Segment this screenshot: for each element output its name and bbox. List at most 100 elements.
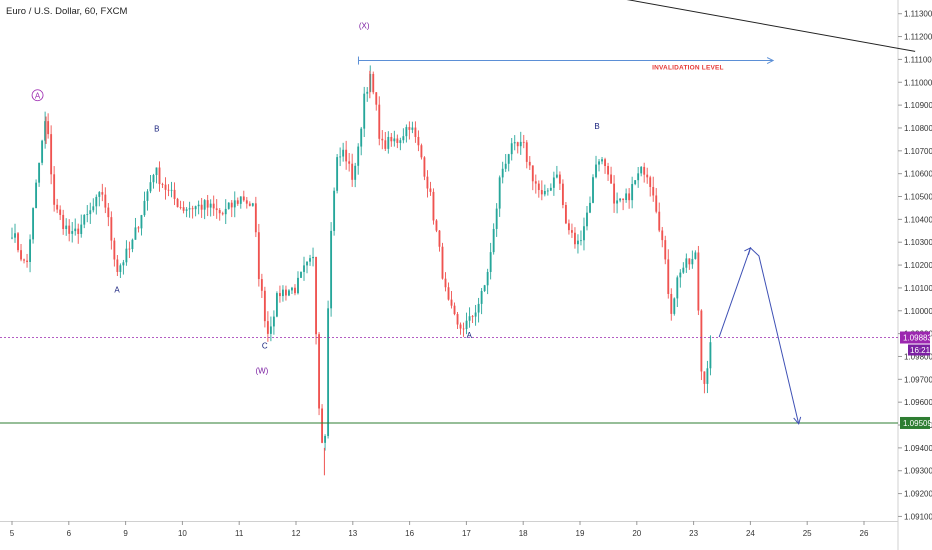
- candle-body: [574, 232, 576, 245]
- candle-body: [622, 198, 625, 201]
- candle-body: [477, 303, 480, 313]
- candle-body: [381, 138, 384, 141]
- price-tick-label: 1.10200: [904, 261, 932, 270]
- candle-body: [50, 134, 53, 175]
- chart-title: Euro / U.S. Dollar, 60, FXCM: [6, 6, 128, 17]
- candle-body: [161, 184, 164, 185]
- candle-body: [143, 200, 146, 216]
- candle-body: [528, 161, 531, 166]
- candle-body: [390, 136, 393, 142]
- candle-body: [68, 225, 71, 234]
- candle-body: [613, 183, 616, 204]
- candle-body: [489, 252, 492, 272]
- candle-body: [429, 188, 432, 192]
- candle-body: [441, 246, 444, 279]
- candle-body: [420, 145, 423, 158]
- candle-body: [468, 316, 471, 321]
- candle-body: [583, 226, 585, 241]
- time-axis[interactable]: 5 6 9 10 11 12 13 16 17 18 19 20 23 24 25 26: [10, 521, 869, 538]
- candle-body: [158, 167, 161, 185]
- candle-body: [59, 209, 62, 215]
- candle-body: [221, 213, 224, 215]
- candle-body: [586, 212, 588, 227]
- candle-body: [291, 287, 293, 291]
- target-price-tag: [900, 416, 930, 429]
- candle-body: [173, 189, 176, 199]
- projection-arrowhead-down: [793, 416, 802, 425]
- candle-body: [35, 182, 38, 209]
- price-tick-label: 1.11300: [904, 10, 932, 19]
- drawings-layer: [0, 0, 916, 425]
- candle-body: [321, 408, 324, 443]
- candle-body: [399, 140, 402, 143]
- candle-body: [297, 277, 299, 294]
- candle-body: [676, 277, 679, 299]
- candle-body: [492, 228, 495, 253]
- candle-body: [564, 204, 567, 224]
- candle-body: [408, 127, 411, 130]
- price-tick-label: 1.11200: [904, 33, 932, 42]
- price-tick-label: 1.09300: [904, 467, 932, 476]
- candle-body: [300, 271, 302, 278]
- price-tick-label: 1.10900: [904, 101, 932, 110]
- candles-layer: [11, 65, 712, 476]
- countdown-tag-label: 16:21: [910, 346, 931, 355]
- candle-body: [278, 293, 281, 297]
- candle-body: [649, 177, 652, 187]
- candle-body: [128, 248, 131, 250]
- candle-body: [462, 328, 465, 330]
- candle-body: [47, 121, 50, 135]
- candle-body: [426, 176, 429, 189]
- candle-body: [197, 204, 200, 207]
- candle-body: [540, 190, 543, 195]
- projection-arrowhead-up: [744, 246, 752, 256]
- candle-body: [254, 203, 257, 233]
- candle-body: [29, 239, 31, 262]
- candle-body: [339, 156, 342, 158]
- price-tick-label: 1.10100: [904, 284, 932, 293]
- candle-body: [706, 368, 709, 384]
- candle-body: [212, 203, 215, 209]
- candle-body: [53, 174, 56, 205]
- candle-body: [384, 140, 387, 149]
- price-tick-label: 1.09600: [904, 398, 932, 407]
- candle-body: [640, 166, 643, 174]
- candle-body: [685, 258, 688, 268]
- candle-body: [251, 203, 254, 206]
- candle-body: [80, 224, 83, 234]
- grid-layer: [0, 0, 899, 550]
- candle-body: [652, 186, 655, 196]
- candle-body: [417, 136, 420, 146]
- candle-body: [402, 136, 405, 141]
- price-tick-label: 1.10300: [904, 238, 932, 247]
- candle-body: [32, 208, 35, 240]
- time-tick-label: 17: [462, 529, 471, 538]
- candle-body: [71, 231, 74, 234]
- candle-body: [673, 298, 676, 314]
- invalidation-arrowhead: [766, 57, 775, 65]
- price-tick-label: 1.10400: [904, 215, 932, 224]
- candle-body: [387, 136, 390, 149]
- price-tick-label: 1.09700: [904, 375, 932, 384]
- candle-body: [423, 157, 426, 177]
- candle-body: [74, 228, 77, 232]
- candle-body: [263, 290, 266, 322]
- candle-body: [531, 165, 534, 182]
- price-tick-label: 1.09800: [904, 352, 932, 361]
- candle-body: [113, 240, 116, 260]
- candle-body: [215, 208, 218, 211]
- candle-body: [646, 174, 649, 178]
- price-axis[interactable]: 1.11300 1.11200 1.11100 1.11000 1.10900 1.108…: [898, 10, 932, 522]
- candle-body: [459, 324, 462, 329]
- candle-body: [453, 305, 456, 315]
- candle-body: [233, 200, 236, 208]
- candle-body: [601, 159, 603, 162]
- price-tick-label: 1.10700: [904, 147, 932, 156]
- countdown-tag: [908, 344, 930, 356]
- candle-body: [137, 227, 140, 229]
- candle-body: [185, 209, 188, 211]
- wave-label: B: [154, 124, 159, 133]
- candle-body: [203, 200, 206, 210]
- candle-body: [456, 314, 459, 325]
